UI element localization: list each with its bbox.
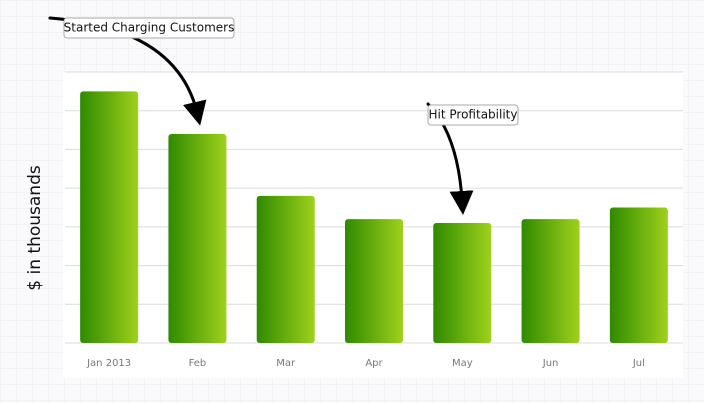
x-tick-label: May <box>452 358 473 369</box>
annotation-box <box>63 17 235 39</box>
bar <box>345 219 403 343</box>
bar <box>521 219 580 343</box>
x-tick-label: Mar <box>276 358 296 369</box>
annotation-text: Hit Profitability <box>429 108 518 122</box>
x-tick-label: Apr <box>365 358 383 369</box>
annotation-text: Started Charging Customers <box>64 21 235 35</box>
bar <box>609 207 668 343</box>
bar <box>433 222 492 343</box>
x-tick-label: Feb <box>189 358 207 369</box>
bar <box>80 91 139 343</box>
bar <box>168 133 227 343</box>
bar <box>256 195 315 343</box>
x-tick-label: Jun <box>542 358 559 369</box>
y-axis-label: $ in thousands <box>25 165 45 291</box>
x-tick-label: Jul <box>632 358 645 369</box>
x-tick-label: Jan 2013 <box>86 358 131 369</box>
annotation-box <box>427 104 519 126</box>
